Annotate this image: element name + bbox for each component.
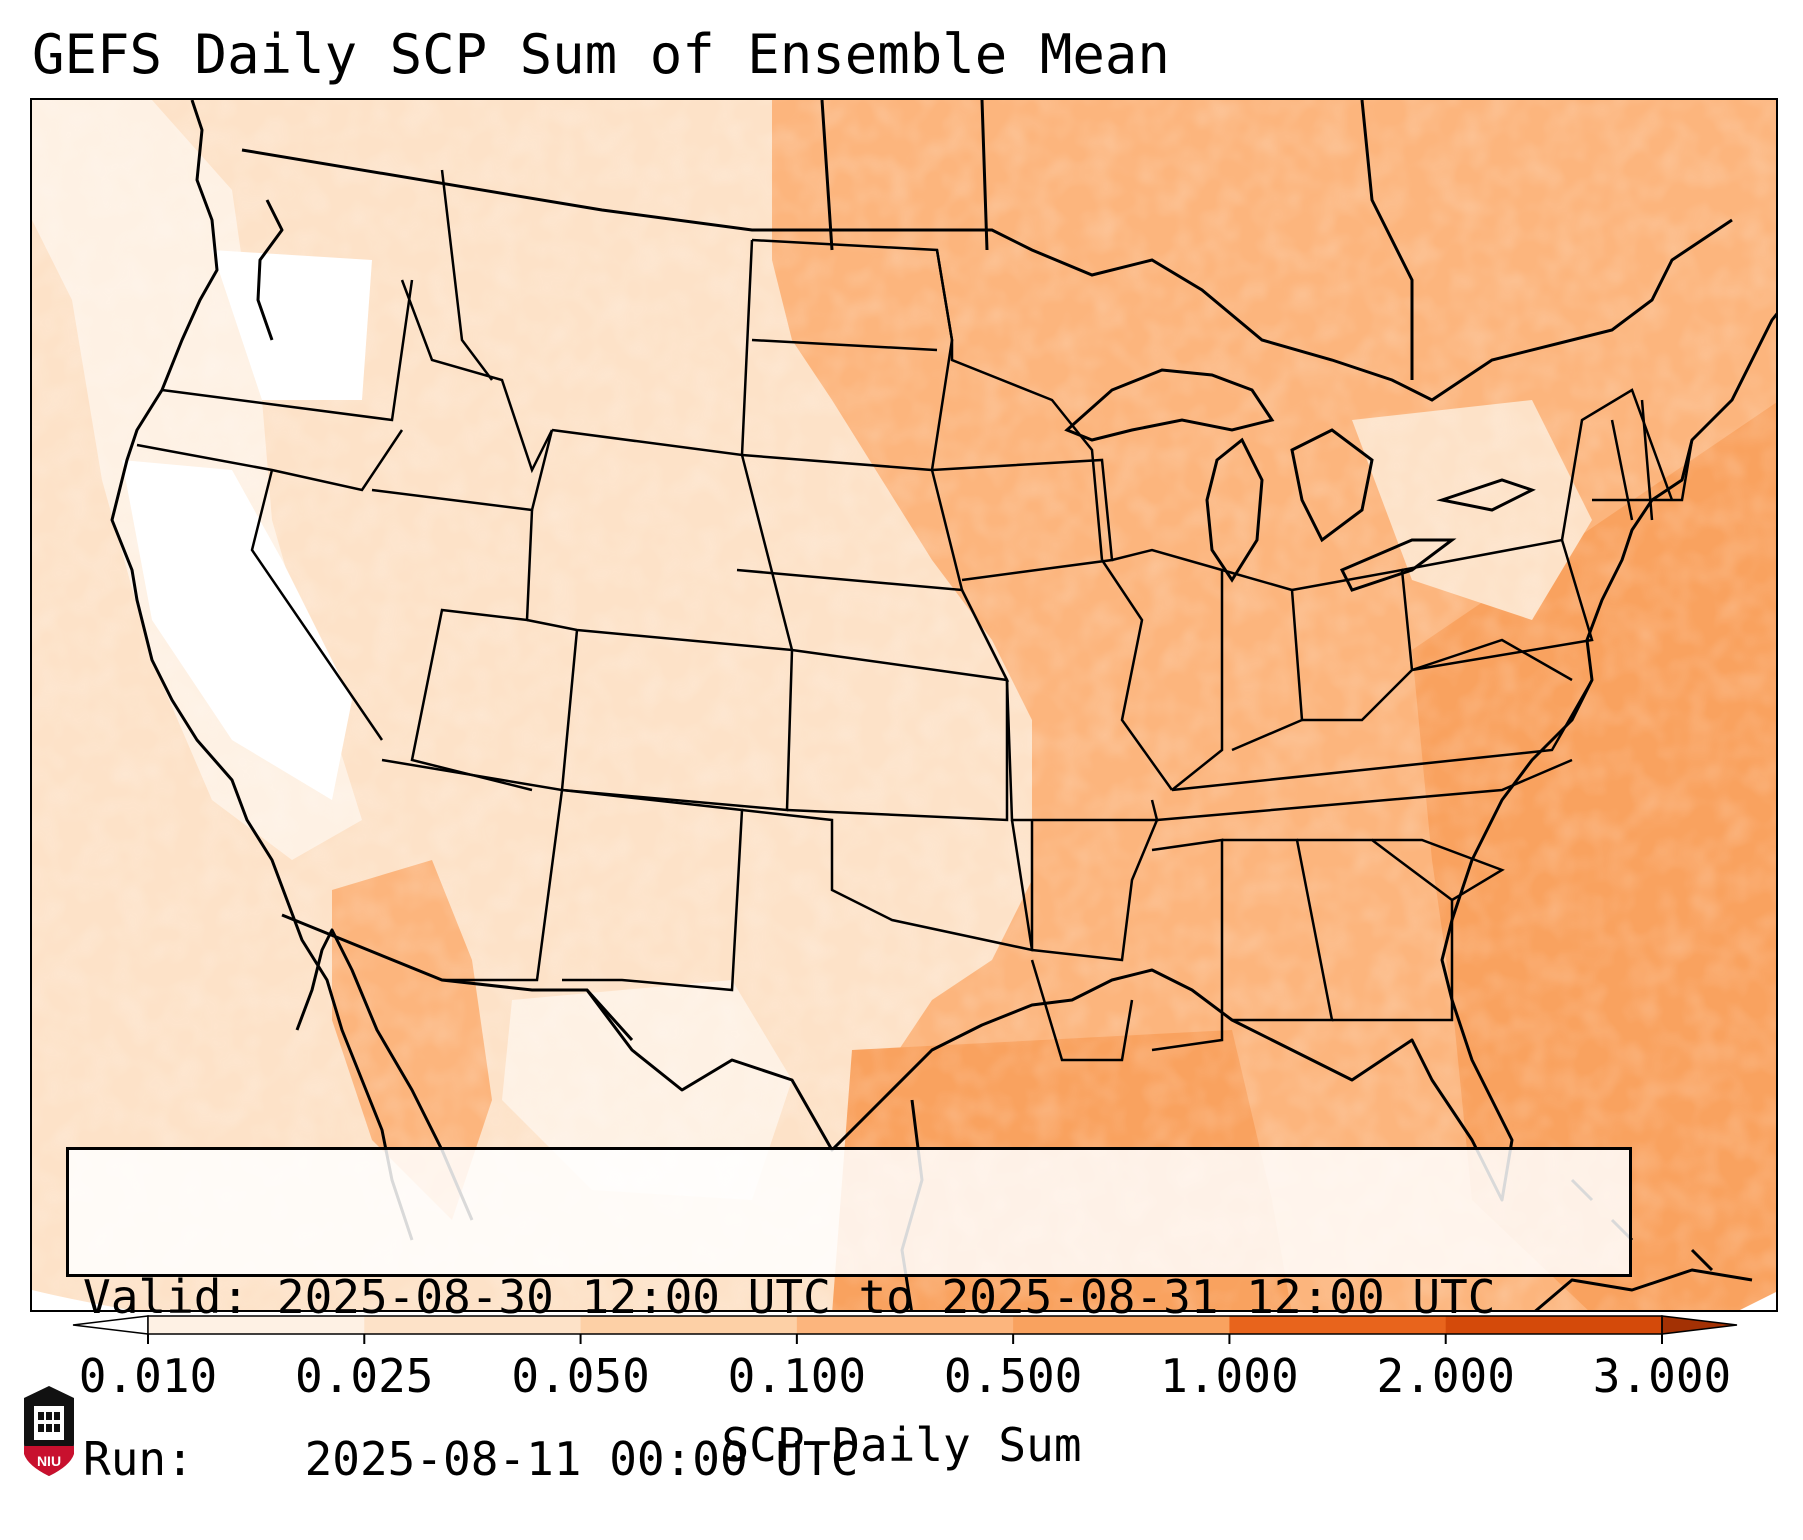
colorbar-segment-3: [796, 1316, 1014, 1334]
colorbar-tick-label: 2.000: [1376, 1349, 1514, 1403]
border-ar: [1010, 819, 1159, 962]
colorbar-tick-label: 1.000: [1160, 1349, 1298, 1403]
border-ks-ok: [786, 680, 1009, 822]
colorbar-under-extend: [72, 1315, 149, 1335]
border-wv-va: [1411, 638, 1573, 682]
colorbar-label: SCP Daily Sum: [721, 1418, 1082, 1472]
valid-value: 2025-08-30 12:00 UTC to 2025-08-31 12:00…: [276, 1270, 1496, 1324]
border-tn-kentucky: [1171, 679, 1594, 792]
colorbar-segment-0: [148, 1316, 365, 1334]
run-row: Run: 2025-08-11 00:00 UTC: [83, 1432, 1615, 1486]
border-nv-ut-az: [410, 509, 534, 792]
border-ny: [1560, 388, 1674, 541]
border-new-england: [1592, 439, 1694, 502]
lake-michigan: [1205, 437, 1264, 583]
border-vt-nh: [1610, 399, 1654, 521]
scp-map: [32, 100, 1776, 1310]
country-borders: [241, 100, 1733, 1042]
run-label: Run:: [83, 1432, 194, 1486]
valid-row: Valid: 2025-08-30 12:00 UTC to 2025-08-3…: [83, 1270, 1615, 1324]
colorbar-tick-label: 0.100: [728, 1349, 866, 1403]
colorbar-segment-2: [580, 1316, 798, 1334]
puget-sound: [256, 199, 284, 341]
border-or-ca-nv: [136, 429, 404, 492]
validity-info-box: Valid: 2025-08-30 12:00 UTC to 2025-08-3…: [66, 1147, 1632, 1486]
border-sc: [1372, 838, 1505, 902]
border-in-oh: [1221, 568, 1304, 752]
valid-label: Valid:: [83, 1270, 250, 1324]
scp-field-texture: [32, 100, 1776, 1310]
border-ca-nv: [250, 469, 384, 741]
colorbar-tick-label: 0.010: [79, 1349, 217, 1403]
pacific-coastline: [110, 100, 414, 1241]
border-wa-or: [161, 279, 414, 422]
us-canada-border: [241, 148, 1733, 402]
border-al: [1222, 838, 1334, 1022]
border-ms: [1151, 838, 1224, 1052]
colorbar: 0.010 0.025 0.050 0.100 0.500 1.000 2.000 3.000: [72, 1315, 1738, 1403]
canadian-province-lines: [820, 100, 1414, 380]
logo-text: NIU: [37, 1453, 61, 1469]
state-borders: [136, 169, 1694, 1062]
lake-erie: [1339, 538, 1457, 592]
colorbar-over-extend: [1661, 1315, 1738, 1335]
cuba-outline: [1534, 1268, 1753, 1310]
logo-building: [34, 1406, 64, 1440]
border-il-mo: [1100, 559, 1174, 791]
lake-superior: [1064, 368, 1275, 442]
colorbar-tick-label: 0.050: [511, 1349, 649, 1403]
colorbar-tick-label: 0.500: [944, 1349, 1082, 1403]
border-ia: [931, 458, 1114, 582]
colorbar-tick-label: 3.000: [1593, 1349, 1731, 1403]
colorbar-outline: [147, 1315, 1663, 1335]
lake-huron: [1290, 428, 1374, 543]
lake-ontario: [1436, 478, 1536, 512]
border-pa: [1401, 538, 1594, 672]
map-title: GEFS Daily SCP Sum of Ensemble Mean: [32, 23, 1170, 86]
us-mexico-border-west: [281, 913, 634, 1042]
border-tn-nc: [1156, 758, 1573, 822]
colorbar-segment-6: [1445, 1316, 1663, 1334]
border-az: [381, 758, 564, 982]
great-lakes: [1064, 368, 1536, 592]
domain-edge-se: [1740, 1292, 1776, 1310]
niu-logo: NIU: [24, 1386, 74, 1476]
border-la: [1030, 959, 1134, 1062]
colorbar-tick-label: 0.025: [295, 1349, 433, 1403]
border-mn: [935, 249, 1104, 561]
border-nm: [561, 788, 744, 992]
baja-california: [295, 928, 474, 1221]
colorbar-segment-5: [1229, 1316, 1447, 1334]
colorbar-segments: [72, 1315, 1738, 1335]
border-co: [560, 629, 794, 812]
border-nd-sd-line: [751, 338, 938, 352]
border-id-wa: [440, 169, 493, 381]
colorbar-ticks: 0.010 0.025 0.050 0.100 0.500 1.000 2.000 3.000: [79, 1334, 1731, 1403]
run-value: 2025-08-11 00:00 UTC: [304, 1432, 859, 1486]
border-id-mt: [400, 279, 554, 474]
border-ok: [741, 808, 1034, 952]
border-ut-wy-co: [526, 454, 794, 652]
domain-edge-sw: [32, 1290, 130, 1310]
colorbar-segment-1: [364, 1316, 582, 1334]
logo-red-band: [24, 1446, 74, 1476]
colorbar-segment-4: [1013, 1316, 1230, 1334]
map-panel: [30, 98, 1778, 1312]
